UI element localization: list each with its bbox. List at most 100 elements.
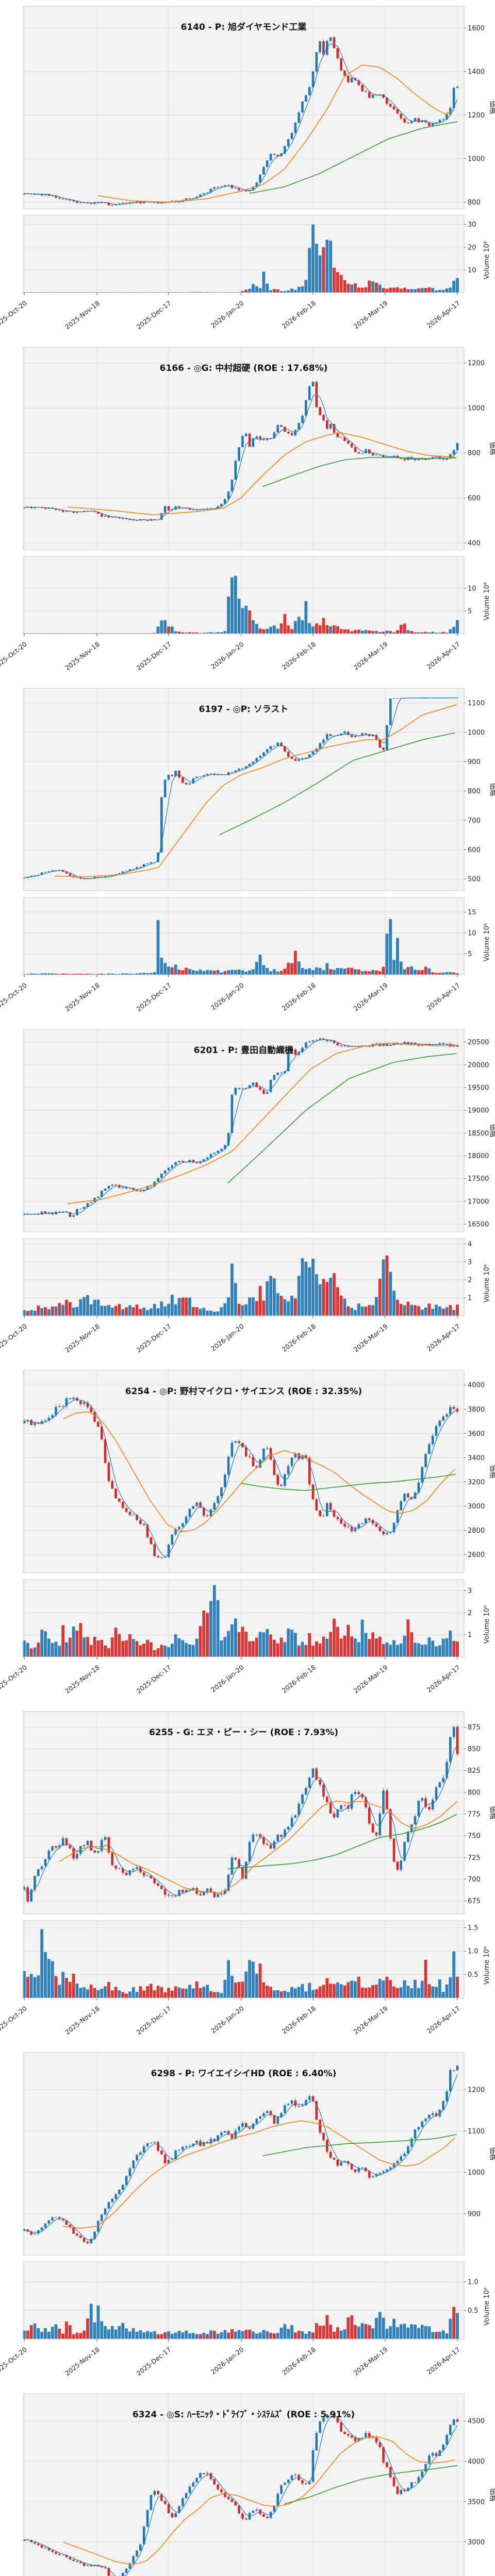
svg-text:1200: 1200 (468, 112, 485, 120)
chart-canvas-6255: 675 700 725 750 775 800 825 850 875 価格 0.5 1.0 1.5 Vo… (0, 1711, 495, 2036)
price-axis: 900 1000 1100 1200 価格 (464, 2087, 495, 2218)
price-axis: 400 600 800 1000 1200 価格 (464, 360, 495, 547)
svg-text:2026-Jan-20: 2026-Jan-20 (209, 640, 245, 671)
svg-text:2025-Dec-17: 2025-Dec-17 (135, 2346, 173, 2378)
ma-long-line (262, 2134, 457, 2157)
volume-axis: 1 2 3 Volume 10⁶ (464, 1587, 491, 1643)
svg-text:2026-Jan-20: 2026-Jan-20 (209, 1323, 245, 1353)
svg-text:2026-Apr-17: 2026-Apr-17 (425, 981, 461, 1012)
chart-canvas-6166: 400 600 800 1000 1200 価格 5 10 Volume 10⁶ 2025-Oct… (0, 347, 495, 672)
chart-title: 6298 - P: ワイエイシイHD (ROE : 6.40%) (151, 2069, 337, 2079)
svg-text:2026-Feb-18: 2026-Feb-18 (280, 1323, 317, 1353)
ma-short-line (24, 697, 457, 879)
price-axis-label: 価格 (488, 783, 495, 796)
svg-text:17000: 17000 (468, 1198, 489, 1206)
ma-mid-line (63, 1411, 455, 1532)
volume-axis: 1 2 3 4 Volume 10⁶ (464, 1241, 491, 1302)
price-panel (23, 347, 464, 550)
price-axis: 16500 17000 17500 18000 18500 19000 19500 20000… (464, 1039, 495, 1228)
svg-text:875: 875 (468, 1724, 481, 1732)
svg-text:2026-Jan-20: 2026-Jan-20 (209, 299, 245, 330)
svg-text:3: 3 (468, 1259, 472, 1266)
gridlines (23, 1029, 464, 1316)
svg-text:20000: 20000 (468, 1061, 489, 1069)
volume-panel-frame (23, 1238, 465, 1316)
svg-text:3200: 3200 (468, 1479, 485, 1486)
gridlines (23, 2394, 464, 2576)
volume-bars (23, 1255, 459, 1316)
price-axis: 800 1000 1200 1400 1600 価格 (464, 25, 495, 207)
volume-bars (23, 1585, 459, 1657)
svg-text:1400: 1400 (468, 68, 485, 76)
ma-long-line (240, 1473, 456, 1491)
chart-title: 6166 - ◎G: 中村超硬 (ROE : 17.68%) (160, 363, 328, 374)
ma-mid-line (67, 432, 456, 516)
svg-text:10: 10 (468, 266, 476, 274)
svg-text:2025-Dec-17: 2025-Dec-17 (135, 1664, 173, 1696)
volume-panel-frame (23, 897, 465, 975)
ma-mid-line (97, 64, 455, 203)
price-panel (23, 2394, 464, 2576)
chart-title: 6197 - ◎P: ソラスト (199, 704, 289, 715)
svg-text:1: 1 (468, 1632, 472, 1639)
volume-bars (23, 1929, 459, 1998)
price-axis-label: 価格 (488, 442, 495, 455)
volume-axis-label: Volume 10⁶ (483, 1264, 491, 1302)
svg-text:3400: 3400 (468, 1454, 485, 1462)
ma-long-line (219, 732, 455, 836)
svg-text:20: 20 (468, 244, 476, 251)
price-axis: 500 600 700 800 900 1000 1100 価格 (464, 700, 495, 884)
stock-chart-6201: 16500 17000 17500 18000 18500 19000 19500 20000… (0, 1023, 495, 1364)
svg-text:30: 30 (468, 221, 476, 229)
svg-text:775: 775 (468, 1811, 481, 1819)
ma-short-line (24, 43, 458, 205)
volume-axis: 0.5 1.0 1.5 Volume 10⁶ (464, 1924, 491, 1985)
ma-short-line (24, 1039, 458, 1215)
svg-text:2026-Mar-19: 2026-Mar-19 (352, 981, 389, 1013)
svg-text:800: 800 (468, 450, 481, 457)
ma-short-line (24, 1744, 458, 1896)
svg-text:15: 15 (468, 909, 476, 917)
volume-panel-frame (23, 2261, 465, 2340)
chart-canvas-6254: 2600 2800 3000 3200 3400 3600 3800 4000 価格 1 2 3 Vol… (0, 1370, 495, 1696)
stock-chart-6166: 400 600 800 1000 1200 価格 5 10 Volume 10⁶ 2025-Oct… (0, 341, 495, 682)
ma-mid-line (58, 1800, 458, 1894)
price-axis-label: 価格 (488, 1806, 495, 1819)
price-panel-frame (23, 1029, 465, 1232)
svg-text:2026-Mar-19: 2026-Mar-19 (352, 2346, 389, 2377)
svg-text:1: 1 (468, 1295, 472, 1302)
svg-text:2026-Feb-18: 2026-Feb-18 (280, 2346, 317, 2377)
svg-text:500: 500 (468, 876, 481, 884)
ma-long-line (227, 1814, 457, 1870)
svg-text:2025-Nov-18: 2025-Nov-18 (63, 1664, 101, 1696)
chart-title: 6254 - ◎P: 野村マイクロ・サイエンス (ROE : 32.35%) (125, 1386, 362, 1397)
svg-text:2026-Apr-17: 2026-Apr-17 (425, 299, 461, 330)
svg-text:20500: 20500 (468, 1039, 489, 1046)
x-axis: 2025-Oct-20 2025-Nov-18 2025-Dec-17 2026-Ja… (0, 634, 461, 672)
ma-short-line (24, 1398, 458, 1557)
svg-text:2025-Nov-18: 2025-Nov-18 (63, 2346, 101, 2378)
stock-chart-6254: 2600 2800 3000 3200 3400 3600 3800 4000 価格 1 2 3 Vol… (0, 1364, 495, 1705)
svg-text:2025-Oct-20: 2025-Oct-20 (0, 2005, 28, 2036)
svg-text:1.0: 1.0 (468, 2278, 478, 2286)
ma-short-line (24, 2074, 458, 2241)
svg-text:2026-Apr-17: 2026-Apr-17 (425, 2346, 461, 2376)
svg-text:10: 10 (468, 585, 476, 592)
svg-text:1200: 1200 (468, 360, 485, 367)
svg-text:5: 5 (468, 607, 472, 615)
stock-chart-6298: 900 1000 1100 1200 価格 0.5 1.0 Volume 10⁶ 2025-Oc… (0, 2046, 495, 2387)
price-axis-label: 価格 (488, 100, 495, 114)
candlesticks (23, 1037, 459, 1218)
volume-bars (23, 2303, 459, 2339)
volume-panel-frame (23, 1579, 465, 1657)
svg-text:900: 900 (468, 758, 481, 766)
svg-text:3800: 3800 (468, 1406, 485, 1414)
price-axis-label: 価格 (488, 2147, 495, 2160)
volume-axis-label: Volume 10⁶ (483, 1605, 491, 1643)
svg-text:2025-Oct-20: 2025-Oct-20 (0, 981, 28, 1012)
svg-text:2025-Oct-20: 2025-Oct-20 (0, 299, 28, 330)
chart-title: 6255 - G: エヌ・ピー・シー (ROE : 7.93%) (149, 1727, 338, 1738)
svg-text:2026-Feb-18: 2026-Feb-18 (280, 2005, 317, 2036)
svg-text:2026-Feb-18: 2026-Feb-18 (280, 1664, 317, 1694)
